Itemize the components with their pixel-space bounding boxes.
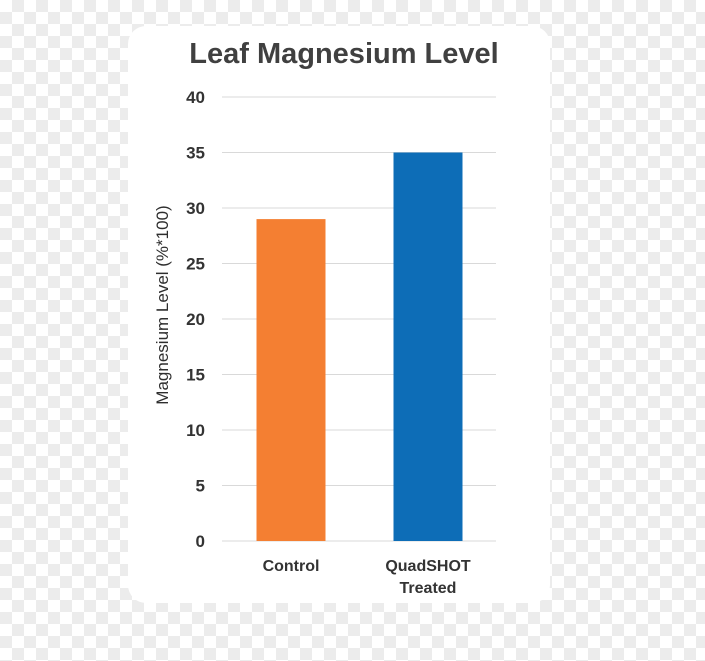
y-axis-label: Magnesium Level (%*100) bbox=[153, 205, 172, 404]
y-axis-ticks: 0 5 10 15 20 25 30 35 40 bbox=[186, 88, 205, 551]
x-tick-label: Treated bbox=[400, 580, 457, 597]
y-tick-label: 0 bbox=[196, 532, 205, 551]
x-tick-label: Control bbox=[263, 558, 320, 575]
chart-card bbox=[128, 26, 550, 603]
y-tick-label: 40 bbox=[186, 88, 205, 107]
x-axis-labels: Control QuadSHOT Treated bbox=[263, 558, 471, 597]
y-tick-label: 15 bbox=[186, 366, 205, 385]
x-tick-label: QuadSHOT bbox=[385, 558, 471, 575]
y-tick-label: 25 bbox=[186, 255, 205, 274]
y-tick-label: 30 bbox=[186, 199, 205, 218]
bars bbox=[256, 152, 463, 541]
chart-title: Leaf Magnesium Level bbox=[189, 38, 498, 70]
y-tick-label: 20 bbox=[186, 310, 205, 329]
y-tick-label: 10 bbox=[186, 421, 205, 440]
y-tick-label: 35 bbox=[186, 144, 205, 163]
bar-quadshot-treated bbox=[393, 152, 463, 541]
y-tick-label: 5 bbox=[196, 477, 205, 496]
bar-control bbox=[256, 219, 326, 541]
